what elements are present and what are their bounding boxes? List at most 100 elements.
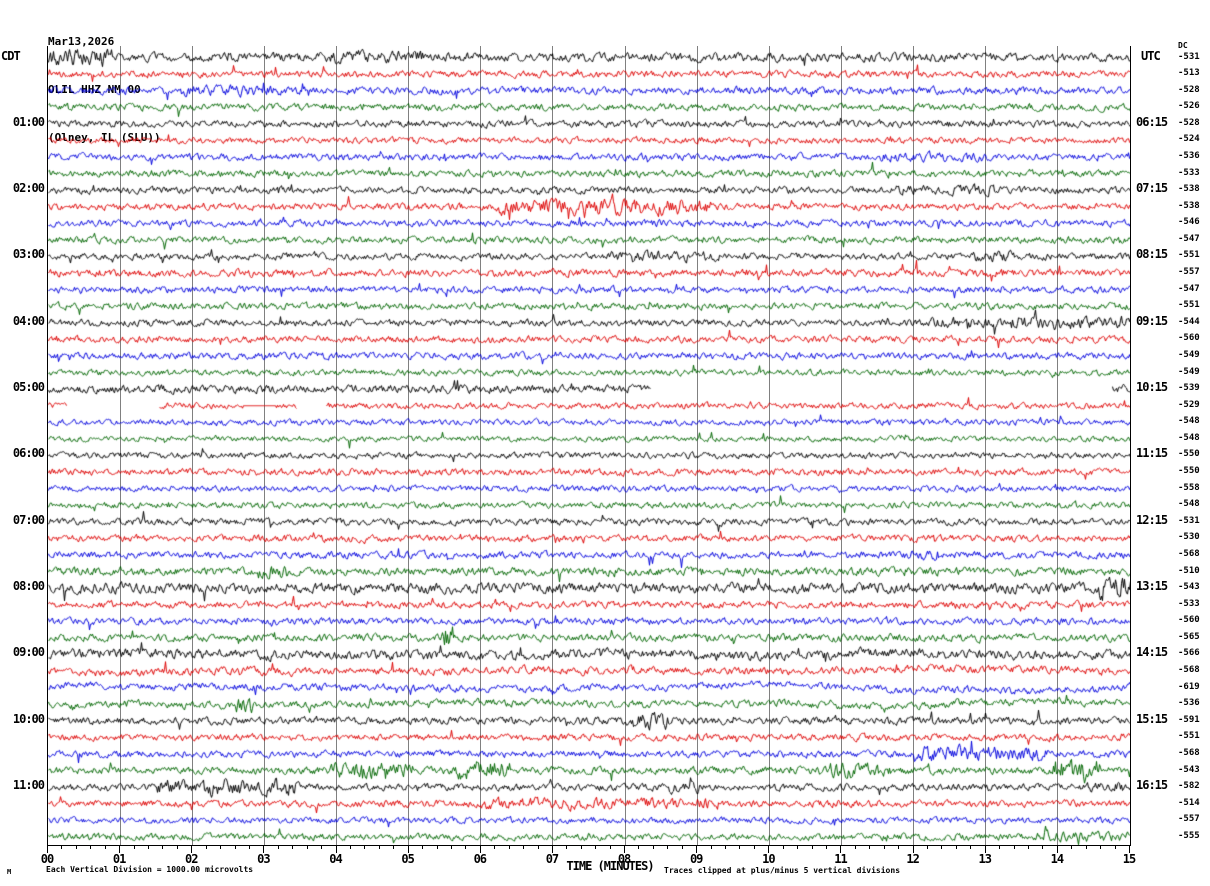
x-minor-tick xyxy=(393,845,395,849)
dc-offset-value: -544 xyxy=(1178,316,1200,327)
x-major-tick xyxy=(551,845,553,853)
dc-offset-value: -550 xyxy=(1178,449,1200,460)
x-tick-label: 10 xyxy=(762,852,775,866)
x-major-tick xyxy=(1056,845,1058,853)
dc-offset-value: -551 xyxy=(1178,731,1200,742)
x-minor-tick xyxy=(869,845,871,849)
hour-label-cdt: 04:00 xyxy=(12,313,45,328)
x-minor-tick xyxy=(1042,845,1044,849)
x-tick-label: 04 xyxy=(329,852,342,866)
hour-label-utc: 08:15 xyxy=(1136,247,1168,262)
dc-offset-value: -539 xyxy=(1178,383,1200,394)
x-minor-tick xyxy=(220,845,222,849)
x-minor-tick xyxy=(580,845,582,849)
x-major-tick xyxy=(840,845,842,853)
x-minor-tick xyxy=(1071,845,1073,849)
x-minor-tick xyxy=(710,845,712,849)
x-minor-tick xyxy=(898,845,900,849)
x-minor-tick xyxy=(638,845,640,849)
x-minor-tick xyxy=(609,845,611,849)
hour-label-cdt: 08:00 xyxy=(12,579,45,594)
x-minor-tick xyxy=(753,845,755,849)
dc-offset-value: -530 xyxy=(1178,532,1200,543)
dc-offset-value: -591 xyxy=(1178,714,1200,725)
dc-offset-value: -528 xyxy=(1178,117,1200,128)
hour-label-cdt: 05:00 xyxy=(12,380,45,395)
dc-offset-value: -566 xyxy=(1178,648,1200,659)
dc-offset-value: -548 xyxy=(1178,499,1200,510)
dc-offset-value: -536 xyxy=(1178,698,1200,709)
hour-label-utc: 16:15 xyxy=(1136,778,1168,793)
hour-label-utc: 07:15 xyxy=(1136,181,1168,196)
x-major-tick xyxy=(119,845,121,853)
x-minor-tick xyxy=(1013,845,1015,849)
x-tick-label: 15 xyxy=(1122,852,1136,866)
x-major-tick xyxy=(1129,845,1130,853)
x-tick-label: 09 xyxy=(689,852,703,866)
hour-label-utc: 11:15 xyxy=(1136,446,1168,461)
x-minor-tick xyxy=(162,845,164,849)
x-axis-line xyxy=(47,845,1131,846)
x-minor-tick xyxy=(465,845,467,849)
x-minor-tick xyxy=(1085,845,1087,849)
x-major-tick xyxy=(479,845,481,853)
scale-note: Each Vertical Division = 1000.00 microvo… xyxy=(46,865,254,874)
x-minor-tick xyxy=(306,845,308,849)
hour-label-cdt: 02:00 xyxy=(12,181,45,196)
x-minor-tick xyxy=(450,845,452,849)
dc-offset-value: -538 xyxy=(1178,200,1200,211)
x-minor-tick xyxy=(739,845,741,849)
x-minor-tick xyxy=(364,845,366,849)
dc-offset-value: -536 xyxy=(1178,150,1200,161)
dc-offset-value: -558 xyxy=(1178,482,1200,493)
x-major-tick xyxy=(912,845,914,853)
hour-label-utc: 14:15 xyxy=(1136,645,1168,660)
hour-label-utc: 12:15 xyxy=(1136,512,1168,527)
dc-offset-value: -548 xyxy=(1178,416,1200,427)
x-minor-tick xyxy=(1028,845,1029,849)
x-major-tick xyxy=(624,845,626,853)
x-tick-label: 11 xyxy=(834,852,847,866)
hour-label-utc: 09:15 xyxy=(1136,313,1168,328)
dc-offset-value: -565 xyxy=(1178,631,1200,642)
x-minor-tick xyxy=(133,845,135,849)
x-tick-label: 07 xyxy=(545,852,559,866)
x-minor-tick xyxy=(927,845,929,849)
x-tick-label: 03 xyxy=(257,852,270,866)
x-tick-label: 00 xyxy=(40,852,54,866)
hour-label-utc: 15:15 xyxy=(1136,711,1168,726)
heliplot-area xyxy=(47,46,1131,845)
dc-offset-value: -543 xyxy=(1178,582,1200,593)
x-minor-tick xyxy=(725,845,727,849)
x-minor-tick xyxy=(508,845,510,849)
clip-note: Traces clipped at plus/minus 5 vertical … xyxy=(664,866,901,875)
dc-offset-value: -557 xyxy=(1178,267,1200,278)
x-minor-tick xyxy=(999,845,1001,849)
x-minor-tick xyxy=(61,845,63,849)
x-minor-tick xyxy=(955,845,957,849)
hour-label-utc: 06:15 xyxy=(1136,114,1168,129)
x-tick-label: 02 xyxy=(185,852,198,866)
x-major-tick xyxy=(263,845,265,853)
dc-offset-value: -533 xyxy=(1178,167,1200,178)
x-minor-tick xyxy=(104,845,106,849)
x-minor-tick xyxy=(970,845,972,849)
x-minor-tick xyxy=(1100,845,1102,849)
dc-offset-value: -526 xyxy=(1178,101,1200,112)
dc-offset-value: -550 xyxy=(1178,466,1200,477)
trace-canvas xyxy=(48,46,1130,845)
dc-offset-value: -543 xyxy=(1178,764,1200,775)
x-minor-tick xyxy=(205,845,207,849)
x-axis-title: TIME (MINUTES) xyxy=(566,859,654,873)
right-timezone-label: UTC xyxy=(1141,49,1161,63)
x-minor-tick xyxy=(292,845,294,849)
dc-offset-value: -568 xyxy=(1178,548,1200,559)
dc-offset-value: -529 xyxy=(1178,399,1200,410)
x-minor-tick xyxy=(248,845,250,849)
x-minor-tick xyxy=(941,845,943,849)
x-tick-label: 05 xyxy=(401,852,414,866)
x-minor-tick xyxy=(90,845,92,849)
x-major-tick xyxy=(191,845,193,853)
x-minor-tick xyxy=(422,845,424,849)
